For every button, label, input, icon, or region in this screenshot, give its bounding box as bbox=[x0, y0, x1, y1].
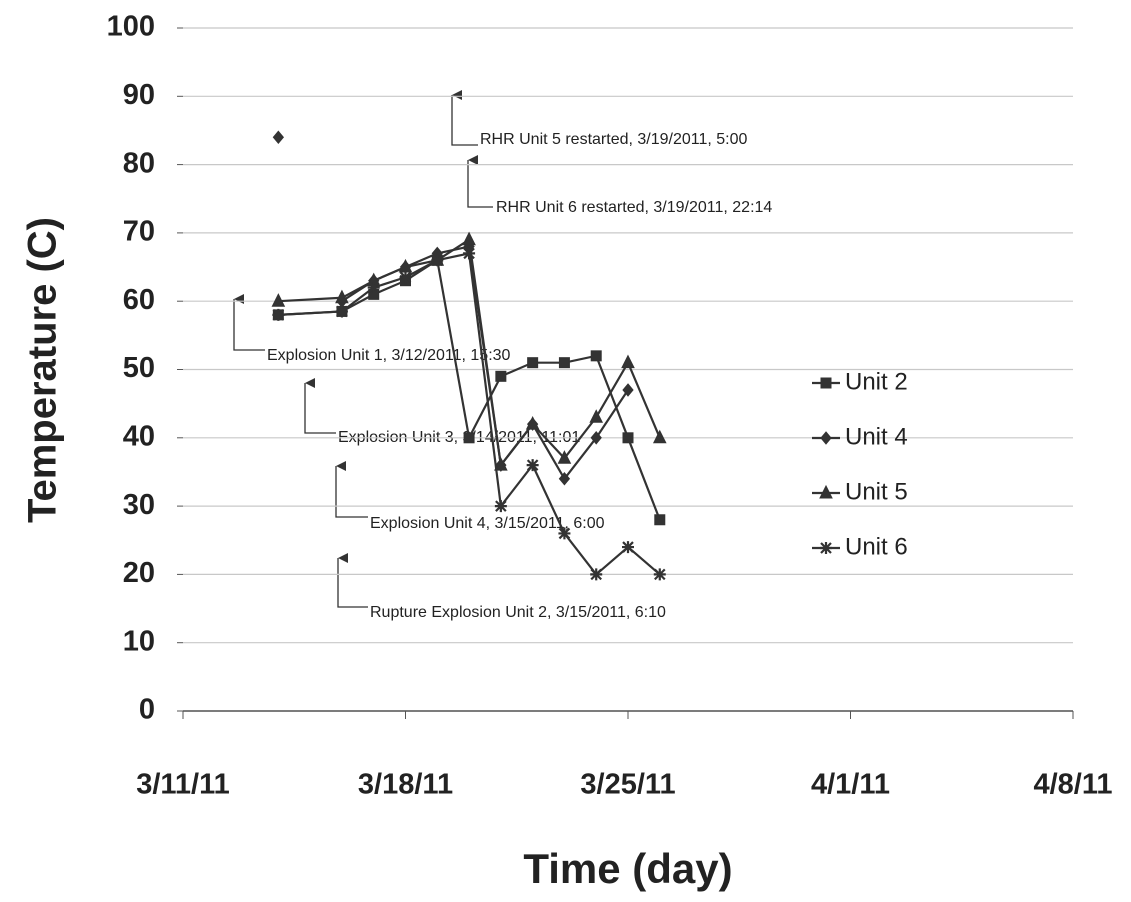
x-tick-label: 4/8/11 bbox=[1033, 769, 1112, 801]
x-axis-title: Time (day) bbox=[523, 845, 732, 892]
marker bbox=[431, 254, 444, 267]
legend-marker bbox=[819, 484, 833, 499]
marker bbox=[271, 293, 286, 307]
legend-box bbox=[790, 355, 936, 577]
marker bbox=[526, 459, 539, 472]
y-tick-label: 90 bbox=[123, 79, 155, 111]
marker bbox=[463, 247, 476, 260]
marker bbox=[622, 383, 634, 397]
marker bbox=[558, 527, 571, 540]
annotation: Explosion Unit 1, 3/12/2011, 15:30 bbox=[267, 347, 511, 364]
marker bbox=[622, 432, 634, 444]
y-tick-label: 50 bbox=[123, 352, 155, 384]
marker bbox=[272, 130, 285, 145]
y-tick-label: 100 bbox=[107, 11, 155, 43]
legend-label: Unit 2 bbox=[845, 368, 908, 395]
marker bbox=[335, 289, 349, 304]
marker bbox=[527, 357, 539, 369]
marker bbox=[557, 450, 572, 464]
marker bbox=[558, 471, 571, 486]
legend-marker bbox=[820, 542, 832, 554]
marker bbox=[335, 305, 348, 318]
annotation: RHR Unit 6 restarted, 3/19/2011, 22:14 bbox=[496, 199, 772, 216]
y-tick-label: 80 bbox=[123, 147, 155, 179]
marker bbox=[590, 431, 602, 445]
annotation: Explosion Unit 4, 3/15/2011, 6:00 bbox=[370, 515, 605, 532]
legend-marker bbox=[820, 431, 832, 445]
marker bbox=[558, 357, 570, 369]
series bbox=[272, 254, 666, 526]
marker bbox=[525, 416, 540, 430]
annotation-arrow bbox=[467, 155, 493, 208]
annotation-arrow bbox=[337, 553, 368, 608]
annotation-arrow bbox=[304, 378, 336, 434]
y-tick-label: 30 bbox=[123, 489, 155, 521]
marker bbox=[463, 432, 475, 444]
annotations: RHR Unit 5 restarted, 3/19/2011, 5:00 RH… bbox=[233, 90, 772, 621]
marker bbox=[462, 231, 476, 246]
annotation-arrow bbox=[335, 461, 368, 518]
annotation: Rupture Explosion Unit 2, 3/15/2011, 6:1… bbox=[370, 604, 666, 621]
y-tick-label: 0 bbox=[139, 694, 155, 726]
marker bbox=[654, 514, 666, 526]
legend-marker bbox=[820, 377, 832, 389]
y-axis-title: Temperature (C) bbox=[21, 217, 65, 523]
x-tick-label: 4/1/11 bbox=[811, 769, 890, 801]
marker bbox=[590, 568, 603, 581]
marker bbox=[589, 409, 604, 423]
y-tick-label: 10 bbox=[123, 625, 155, 657]
annotation-arrow bbox=[233, 294, 265, 351]
annotation: RHR Unit 5 restarted, 3/19/2011, 5:00 bbox=[480, 131, 748, 148]
x-tick-label: 3/18/11 bbox=[358, 769, 453, 801]
y-tick-label: 70 bbox=[123, 216, 155, 248]
marker bbox=[652, 429, 667, 444]
marker bbox=[494, 500, 507, 513]
legend-label: Unit 4 bbox=[845, 423, 908, 450]
marker bbox=[590, 350, 602, 362]
y-tick-label: 40 bbox=[123, 420, 155, 452]
legend-label: Unit 6 bbox=[845, 533, 908, 560]
marker bbox=[399, 271, 412, 284]
marker bbox=[367, 281, 380, 294]
annotation-arrow bbox=[451, 90, 478, 146]
marker bbox=[621, 354, 635, 369]
y-tick-label: 60 bbox=[123, 284, 155, 316]
marker bbox=[653, 568, 666, 581]
x-tick-label: 3/25/11 bbox=[580, 769, 675, 801]
marker bbox=[494, 457, 508, 471]
y-tick-label: 20 bbox=[123, 557, 155, 589]
series bbox=[272, 247, 666, 581]
marker bbox=[622, 541, 634, 554]
marker bbox=[495, 370, 507, 382]
legend-label: Unit 5 bbox=[845, 478, 908, 505]
marker bbox=[272, 308, 285, 321]
x-tick-label: 3/11/11 bbox=[136, 769, 230, 801]
